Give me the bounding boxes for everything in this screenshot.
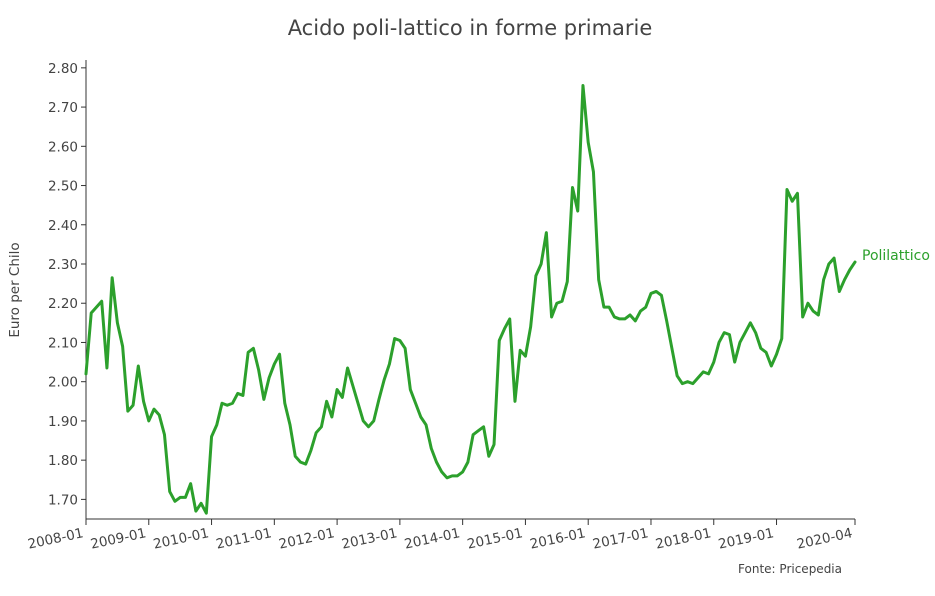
x-tick-label: 2010-01: [152, 525, 211, 552]
x-axis: 2008-01 2009-01 2010-01 2011-01 2012-01 2013-…: [26, 518, 856, 553]
x-tick-label: 2018-01: [654, 525, 713, 552]
y-tick-label: 2.40: [48, 218, 78, 234]
x-tick-label: 2008-01: [26, 525, 85, 552]
y-tick-label: 1.90: [48, 414, 78, 430]
y-tick-label: 2.50: [48, 179, 78, 195]
series-line-polilattico: [84, 84, 857, 515]
y-tick-label: 2.60: [48, 139, 78, 155]
y-tick-label: 2.00: [48, 375, 78, 391]
y-tick-label: 2.70: [48, 100, 78, 116]
y-tick-label: 2.10: [48, 335, 78, 351]
x-tick-label: 2012-01: [277, 525, 336, 552]
y-tick-label: 2.30: [48, 257, 78, 273]
y-axis-label: Euro per Chilo: [7, 242, 23, 337]
y-axis: 1.70 1.80 1.90 2.00 2.10 2.20 2.30 2.40 2.50 2.60…: [48, 60, 87, 519]
y-tick-label: 1.70: [48, 492, 78, 508]
y-tick-label: 2.20: [48, 296, 78, 312]
source-note: Fonte: Pricepedia: [738, 562, 842, 576]
x-tick-label: 2019-01: [717, 525, 776, 552]
x-tick-label: 2020-04: [795, 525, 854, 552]
x-tick-label: 2009-01: [89, 525, 148, 552]
series-label-polilattico: Polilattico: [862, 248, 930, 264]
x-tick-label: 2013-01: [340, 525, 399, 552]
x-tick-label: 2015-01: [466, 525, 525, 552]
y-tick-label: 1.80: [48, 453, 78, 469]
x-tick-label: 2017-01: [591, 525, 650, 552]
x-tick-label: 2011-01: [215, 525, 274, 552]
x-tick-label: 2016-01: [529, 525, 588, 552]
y-tick-label: 2.80: [48, 61, 78, 77]
x-tick-label: 2014-01: [403, 525, 462, 552]
chart-title: Acido poli-lattico in forme primarie: [288, 16, 653, 40]
